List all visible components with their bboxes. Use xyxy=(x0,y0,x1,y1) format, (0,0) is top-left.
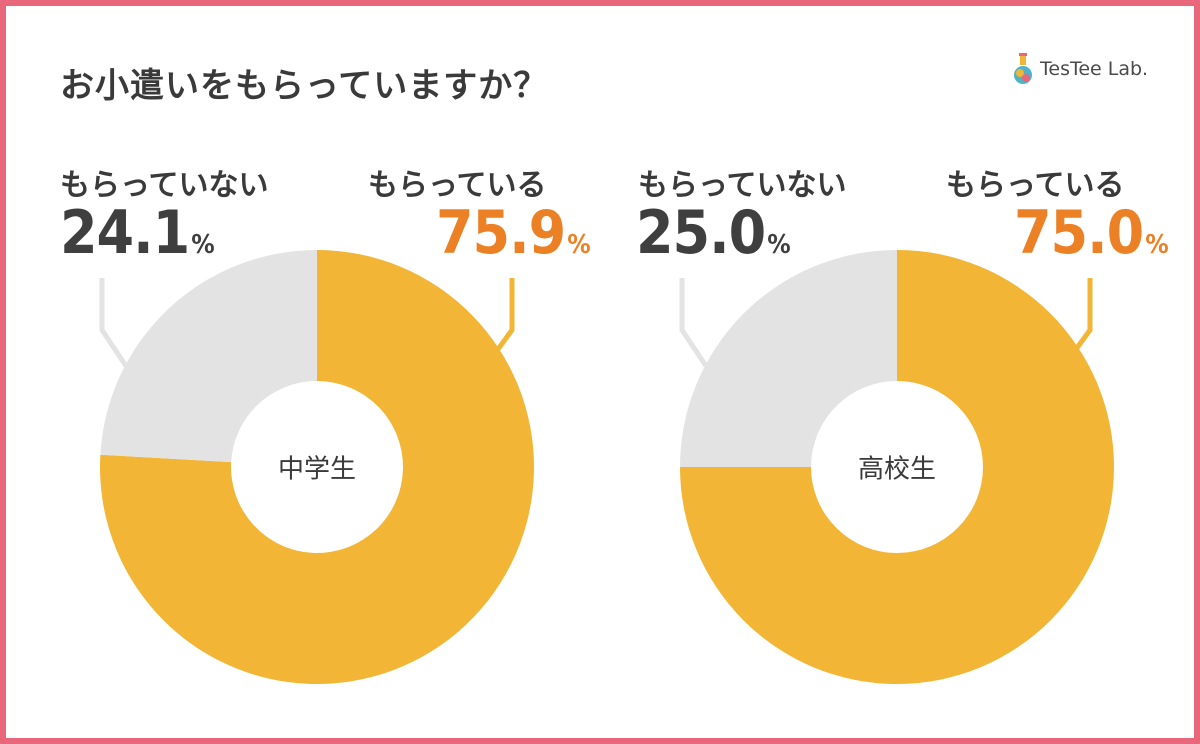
chart1-yes-label: もらっている xyxy=(368,168,547,203)
logo-text: TesTee Lab. xyxy=(1040,58,1149,80)
chart1-slice-no xyxy=(100,250,317,463)
chart2-center-label: 高校生 xyxy=(857,454,937,485)
chart1-center-label: 中学生 xyxy=(277,454,357,485)
chart1-no-leader xyxy=(99,278,129,368)
chart1-yes-leader xyxy=(493,278,515,354)
chart2-slice-yes xyxy=(680,250,1114,684)
logo: TesTee Lab. xyxy=(1012,52,1148,86)
chart1-no-value: 24.1% xyxy=(60,198,215,268)
chart2-no-leader xyxy=(679,278,709,368)
chart2-slice-no xyxy=(680,250,897,467)
chart2-yes-label: もらっている xyxy=(946,168,1125,203)
page-title: お小遣いをもらっていますか？ xyxy=(60,66,549,106)
chart1-slice-yes xyxy=(99,250,535,684)
chart2-yes-value: 75.0% xyxy=(1014,198,1169,268)
chart1-no-label: もらっていない xyxy=(60,168,269,203)
chart2-yes-leader xyxy=(1071,278,1093,354)
chart2-no-value: 25.0% xyxy=(636,198,791,268)
chart1-yes-value: 75.9% xyxy=(436,198,591,268)
chart2-no-label: もらっていない xyxy=(638,168,847,203)
flask-icon xyxy=(1014,53,1032,84)
